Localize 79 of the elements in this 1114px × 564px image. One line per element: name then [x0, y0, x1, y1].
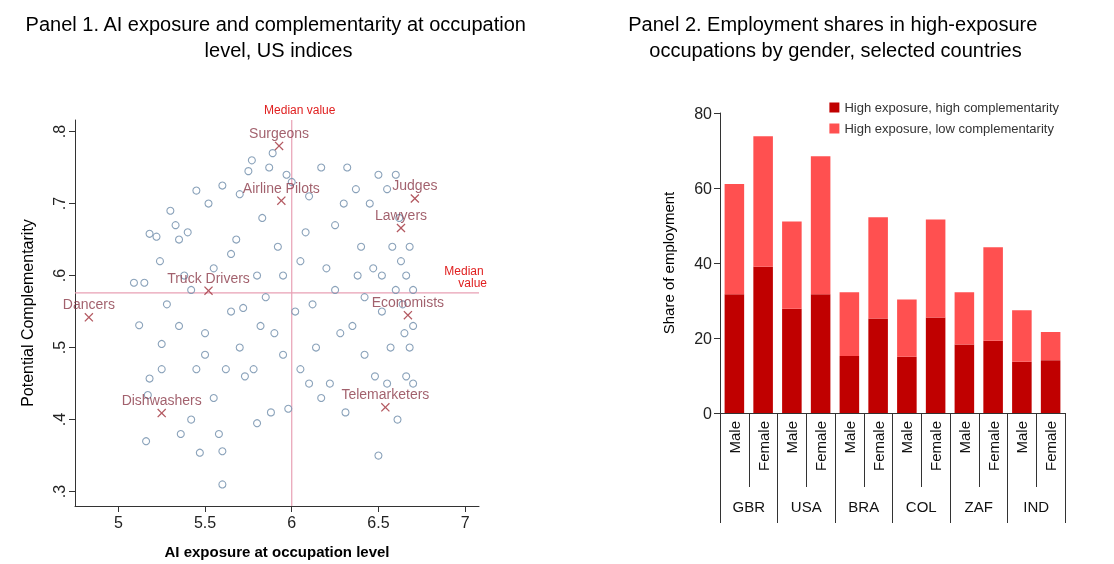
y-axis-title: Share of employment [660, 190, 677, 335]
x-tick-label: Male [955, 421, 973, 454]
legend-label: High exposure, high complementarity [844, 100, 1060, 115]
annotation: Telemarketers [341, 386, 430, 403]
ref-line-label: Median value [264, 103, 336, 117]
annotation: Dishwashers [121, 392, 202, 409]
ref-line-label: Median value [444, 263, 488, 290]
point [157, 408, 167, 418]
text: IND [1023, 498, 1050, 515]
x-axis-title: AI exposure at occupation level [164, 543, 390, 560]
text: USA [790, 498, 822, 515]
bar [839, 356, 860, 413]
x-tick-label: Male [840, 421, 858, 454]
y-tick-label: .5 [50, 340, 68, 355]
x-tick-label: Female [1042, 421, 1060, 472]
bar [810, 156, 831, 295]
y-axis-title: Potential Complementarity [18, 219, 36, 407]
bar [868, 318, 888, 413]
x-tick-label: Female [869, 421, 887, 472]
x-tick-label: Female [812, 421, 830, 472]
y-tick-label: .3 [50, 484, 68, 499]
x-tick-label: Male [1013, 421, 1031, 454]
x-tick-label: Male [725, 421, 743, 454]
y-tick-label: .6 [50, 268, 68, 283]
text: COL [905, 498, 937, 515]
annotation: Lawyers [374, 207, 428, 224]
x-tick-label: Male [783, 421, 801, 454]
bar [954, 344, 975, 413]
bar [954, 292, 975, 345]
x-tick-label: 6 [287, 513, 297, 531]
bar [1012, 361, 1032, 413]
x-tick-label: 5.5 [193, 513, 217, 531]
bar [753, 266, 773, 413]
bar [724, 183, 745, 295]
text: GBR [732, 498, 766, 515]
bar [983, 340, 1003, 413]
y-tick-label: .7 [50, 196, 68, 211]
point [410, 194, 420, 203]
x-tick-label: Female [927, 421, 945, 472]
bar [810, 294, 831, 413]
bar [1040, 332, 1061, 361]
bar [897, 299, 917, 357]
bar [897, 356, 917, 413]
bar [753, 136, 773, 267]
annotation: Judges [392, 177, 438, 194]
text: ZAF [964, 498, 993, 515]
chart-title: Panel 1. AI exposure and complementarity at occupation level, US indices [25, 13, 532, 61]
bar [1012, 310, 1032, 362]
x-tick-label: 6.5 [367, 513, 390, 531]
point [84, 312, 94, 322]
x-tick-label: 7 [460, 513, 470, 531]
y-tick-label: .8 [50, 124, 68, 139]
x-tick-label: 5 [113, 513, 123, 531]
y-tick-label: 40 [694, 254, 713, 272]
annotation: Economists [371, 294, 445, 311]
x-tick-label: Male [898, 421, 916, 454]
bar [868, 217, 888, 319]
bar [782, 221, 802, 309]
legend-label: High exposure, low complementarity [844, 121, 1055, 136]
bar [839, 292, 860, 356]
bar [782, 308, 802, 413]
y-tick-label: 80 [694, 104, 713, 122]
annotation: Airline Pilots [242, 179, 320, 196]
x-tick-label: Female [984, 421, 1002, 472]
y-tick-label: 20 [694, 329, 713, 347]
bar [724, 294, 745, 413]
annotation: Surgeons [249, 124, 310, 141]
bar [1040, 360, 1061, 413]
annotation: Truck Drivers [167, 269, 250, 286]
bar [983, 247, 1003, 341]
text: BRA [848, 498, 880, 515]
bar [925, 317, 946, 413]
y-tick-label: 0 [703, 404, 713, 422]
point [204, 286, 214, 296]
x-tick-label: Female [754, 421, 772, 472]
bar [925, 219, 946, 318]
y-tick-label: .4 [50, 412, 68, 427]
chart-title: Panel 2. Employment shares in high-exposure occupations by gender, selected countries [628, 13, 1043, 61]
y-tick-label: 60 [694, 179, 713, 197]
